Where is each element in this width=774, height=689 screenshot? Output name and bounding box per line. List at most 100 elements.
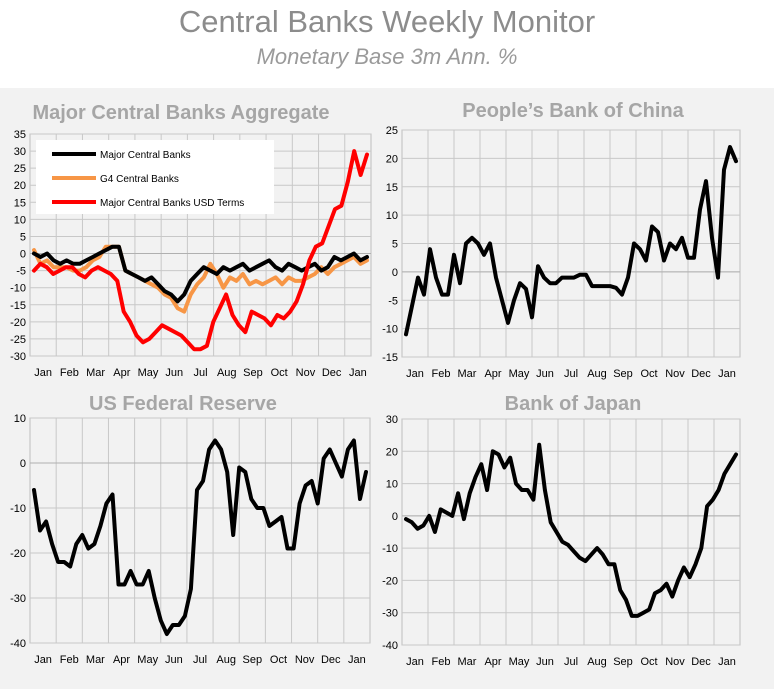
chart-bank-of-japan: Bank of Japan 30 20 10 0 -10 -20 -30 -40 Jan Feb Ma… [382, 393, 741, 668]
x-tick-label: Apr [484, 656, 501, 668]
x-tick-label: Jan [348, 654, 366, 666]
y-tick-label: -25 [10, 334, 26, 346]
x-tick-label: Aug [587, 656, 607, 668]
y-tick-label: -10 [382, 543, 398, 555]
series-line-major-central-banks-usd-terms [32, 149, 369, 352]
series-line-g4-central-banks [32, 244, 369, 314]
x-tick-label: Jul [193, 367, 207, 379]
plot-area [29, 417, 371, 644]
y-tick-label: -30 [10, 593, 26, 605]
y-tick-label: 0 [392, 511, 398, 523]
x-tick-label: Feb [60, 654, 79, 666]
y-tick-label: -30 [382, 608, 398, 620]
chart-major-central-banks: Major Central Banks Aggregate 35 30 25 20 15 1… [10, 102, 372, 379]
y-tick-label: -20 [382, 575, 398, 587]
series-line-boj [404, 442, 738, 618]
y-tick-label: -15 [10, 300, 26, 312]
y-tick-label: 0 [20, 458, 26, 470]
x-tick-label: Sep [613, 656, 633, 668]
x-tick-label: Mar [458, 656, 477, 668]
chart-us-federal-reserve: US Federal Reserve 10 0 -10 -20 -30 -40 Jan Feb M… [10, 393, 371, 666]
x-tick-label: Oct [270, 654, 287, 666]
y-tick-label: 5 [20, 231, 26, 243]
y-tick-label: -10 [10, 503, 26, 515]
x-tick-label: Dec [322, 367, 342, 379]
chart-title: Bank of Japan [505, 393, 642, 415]
x-tick-label: Mar [86, 654, 105, 666]
page-title: Central Banks Weekly Monitor [178, 4, 596, 39]
x-tick-label: Jun [165, 654, 183, 666]
x-tick-label: Nov [665, 368, 685, 380]
x-tick-label: Mar [86, 367, 105, 379]
y-tick-label: 15 [14, 197, 26, 209]
y-tick-label: 0 [20, 249, 26, 261]
y-tick-label: 5 [392, 239, 398, 251]
x-tick-label: Dec [691, 368, 711, 380]
legend-label: G4 Central Banks [100, 174, 179, 185]
y-tick-label: 10 [14, 214, 26, 226]
y-tick-label: 15 [386, 182, 398, 194]
legend-label: Major Central Banks [100, 150, 191, 161]
x-tick-label: Oct [640, 656, 657, 668]
y-tick-label: 20 [14, 180, 26, 192]
y-tick-label: 25 [14, 163, 26, 175]
x-tick-label: Feb [432, 368, 451, 380]
x-tick-label: May [138, 367, 159, 379]
y-tick-label: 20 [386, 446, 398, 458]
x-tick-label: Mar [458, 368, 477, 380]
y-tick-label: 25 [386, 125, 398, 137]
x-tick-label: Dec [691, 656, 711, 668]
page-header: Central Banks Weekly Monitor Monetary Ba… [0, 0, 774, 88]
page-subtitle: Monetary Base 3m Ann. % [256, 44, 518, 69]
x-tick-label: Apr [113, 654, 130, 666]
x-tick-label: Jun [536, 656, 554, 668]
x-tick-label: Sep [613, 368, 633, 380]
y-tick-label: -20 [10, 317, 26, 329]
x-tick-label: Jun [165, 367, 183, 379]
y-tick-label: 30 [386, 414, 398, 426]
y-tick-label: 30 [14, 146, 26, 158]
x-tick-label: Dec [321, 654, 341, 666]
y-tick-label: -40 [10, 638, 26, 650]
x-tick-label: Jan [406, 368, 424, 380]
y-tick-label: 10 [14, 413, 26, 425]
charts-canvas: Major Central Banks Aggregate 35 30 25 20 15 1… [10, 100, 741, 668]
x-tick-label: Aug [216, 654, 236, 666]
x-tick-label: Nov [295, 654, 315, 666]
x-tick-label: Aug [587, 368, 607, 380]
series-line-pboc [404, 145, 738, 337]
x-tick-label: Feb [60, 367, 79, 379]
chart-peoples-bank-of-china: People’s Bank of China 25 20 15 10 5 0 -5 -10 -15… [382, 100, 741, 380]
x-tick-label: Apr [113, 367, 130, 379]
x-tick-label: May [509, 656, 530, 668]
x-tick-label: Jan [34, 367, 52, 379]
x-tick-label: Oct [640, 368, 657, 380]
y-tick-label: -5 [16, 266, 26, 278]
x-tick-label: May [137, 654, 158, 666]
plot-area [401, 418, 741, 646]
y-tick-label: -20 [10, 548, 26, 560]
chart-title: People’s Bank of China [462, 100, 684, 122]
x-tick-label: Feb [432, 656, 451, 668]
y-tick-label: -40 [382, 640, 398, 652]
chart-title: US Federal Reserve [89, 393, 277, 415]
x-tick-label: Oct [271, 367, 288, 379]
x-tick-label: Jan [349, 367, 367, 379]
chart-title: Major Central Banks Aggregate [32, 102, 329, 124]
x-tick-label: Sep [243, 367, 263, 379]
legend-label: Major Central Banks USD Terms [100, 198, 244, 209]
x-tick-label: Jan [718, 656, 736, 668]
x-tick-label: Apr [484, 368, 501, 380]
x-tick-label: Jul [193, 654, 207, 666]
y-tick-label: 10 [386, 210, 398, 222]
y-tick-label: -10 [10, 283, 26, 295]
x-tick-label: Nov [296, 367, 316, 379]
chart-legend: Major Central Banks G4 Central Banks Major… [36, 140, 274, 214]
series-line-major-central-banks [32, 244, 369, 304]
x-tick-label: Jan [34, 654, 52, 666]
y-tick-label: 10 [386, 479, 398, 491]
x-tick-label: Jan [406, 656, 424, 668]
x-tick-label: Jan [718, 368, 736, 380]
y-tick-label: 0 [392, 267, 398, 279]
x-tick-label: May [509, 368, 530, 380]
